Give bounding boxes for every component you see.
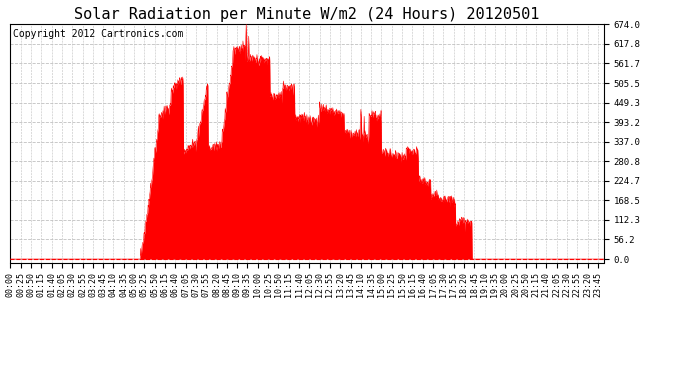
Title: Solar Radiation per Minute W/m2 (24 Hours) 20120501: Solar Radiation per Minute W/m2 (24 Hour… <box>75 7 540 22</box>
Text: Copyright 2012 Cartronics.com: Copyright 2012 Cartronics.com <box>13 29 184 39</box>
